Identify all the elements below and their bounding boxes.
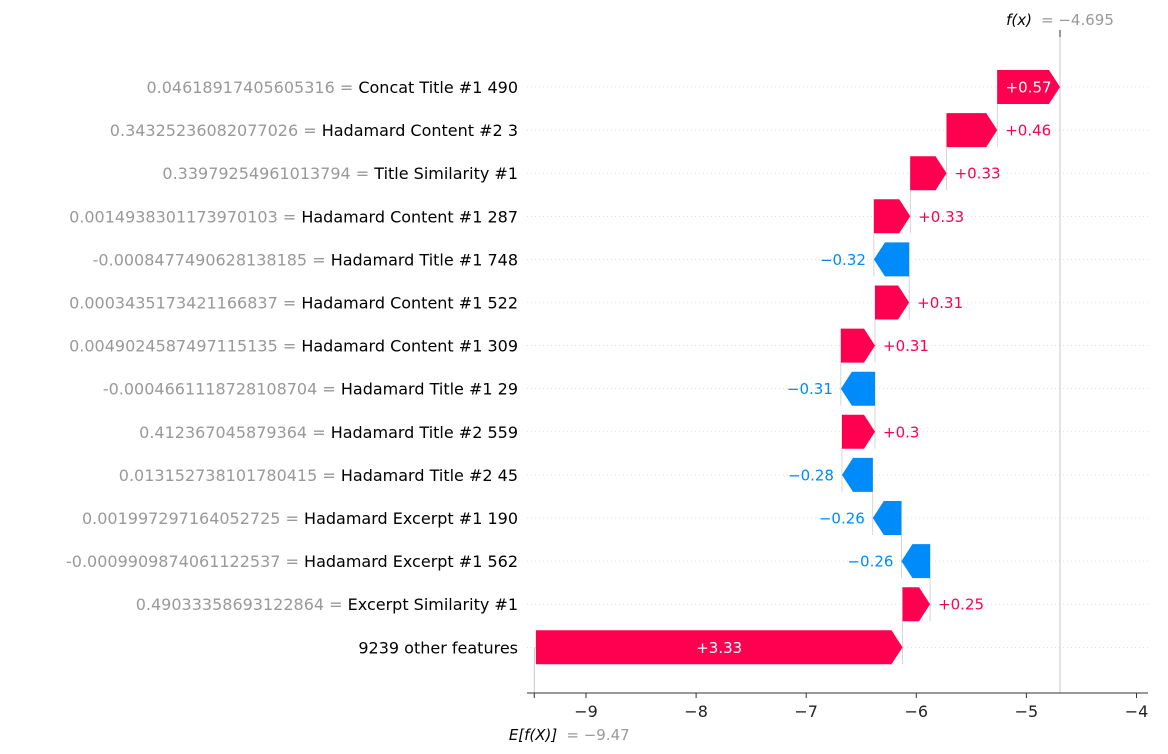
bar-value-label: −0.32 [820,251,866,269]
waterfall-bar [902,587,931,622]
feature-name: Title Similarity #1 [373,164,518,183]
feature-name: Hadamard Title #2 559 [331,423,518,442]
feature-name: Hadamard Content #1 309 [301,337,518,356]
waterfall-bar [910,156,947,191]
feature-name: Hadamard Title #2 45 [341,466,518,485]
waterfall-bar [875,285,910,320]
bar-value-label: +0.33 [955,165,1001,183]
feature-value: -0.0008477490628138185 = [93,250,331,269]
waterfall-bar [841,457,873,492]
waterfall-bar [946,113,998,148]
output-value-label: = −4.695 [1041,11,1114,29]
bar-value-label: +3.33 [696,639,742,657]
feature-value: 0.0003435173421166837 = [69,294,301,313]
output-value-prefix: f(x) [1006,11,1032,29]
waterfall-bar [840,328,876,363]
feature-label: 0.0049024587497115135 = Hadamard Content… [69,337,518,356]
bar-value-label: −0.31 [787,380,833,398]
feature-name: Excerpt Similarity #1 [348,595,518,614]
bar-value-label: −0.26 [819,510,865,528]
x-tick-label: −8 [684,702,708,721]
waterfall-bar [840,371,876,406]
base-value-label: = −9.47 [566,726,629,744]
feature-value: 0.0014938301173970103 = [69,207,301,226]
feature-label: 0.0014938301173970103 = Hadamard Content… [69,207,518,226]
base-value-annotation: E[f(X)] = −9.47 [509,725,630,744]
waterfall-bar [997,70,1060,104]
feature-label: -0.0004661118728108704 = Hadamard Title … [103,380,518,399]
feature-value: 0.34325236082077026 = [110,121,322,140]
feature-name: Hadamard Content #1 287 [301,207,518,226]
feature-value: -0.0004661118728108704 = [103,380,341,399]
feature-label: 9239 other features [358,638,518,657]
bar-value-label: −0.28 [788,466,834,484]
bar-value-label: +0.33 [918,208,964,226]
bar-value-label: +0.31 [917,294,963,312]
feature-labels: 0.04618917405605316 = Concat Title #1 49… [66,78,518,657]
waterfall-bar [873,199,911,234]
x-tick-label: −4 [1125,702,1149,721]
feature-name: Hadamard Excerpt #1 190 [304,509,518,528]
feature-value: 0.0049024587497115135 = [69,337,301,356]
feature-label: -0.0008477490628138185 = Hadamard Title … [93,250,518,269]
feature-label: 0.013152738101780415 = Hadamard Title #2… [119,466,518,485]
bar-value-label: +0.46 [1005,122,1051,140]
bar-value-label: +0.57 [1006,79,1052,97]
feature-label: 0.49033358693122864 = Excerpt Similarity… [136,595,518,614]
row-gridlines [527,86,1148,648]
waterfall-bar [535,630,903,665]
feature-name: Hadamard Excerpt #1 562 [304,552,518,571]
feature-value: 0.33979254961013794 = [162,164,374,183]
feature-value: 0.412367045879364 = [139,423,331,442]
bar-value-label: +0.25 [938,596,984,614]
feature-label: 0.34325236082077026 = Hadamard Content #… [110,121,518,140]
feature-name: Hadamard Content #2 3 [322,121,518,140]
bars: +0.57 +0.46 +0.33 +0.33 −0.32 +0.31 +0.31 −0.31… [535,70,1060,665]
bar-value-label: −0.26 [847,553,893,571]
feature-value: 0.04618917405605316 = [146,78,358,97]
x-axis: −9 −8 −7 −6 −5 −4 [527,30,1148,721]
waterfall-bar [841,414,876,449]
x-tick-label: −6 [905,702,929,721]
base-value-prefix: E[f(X)] [509,726,558,744]
feature-name: 9239 other features [358,638,518,657]
waterfall-bar [873,242,910,277]
feature-name: Hadamard Title #1 748 [331,250,518,269]
feature-value: 0.013152738101780415 = [119,466,341,485]
x-tick-label: −9 [574,702,598,721]
x-tick-label: −5 [1015,702,1039,721]
feature-label: 0.001997297164052725 = Hadamard Excerpt … [82,509,518,528]
feature-label: 0.0003435173421166837 = Hadamard Content… [69,294,518,313]
feature-name: Hadamard Content #1 522 [301,294,518,313]
annotations: f(x) = −4.695 E[f(X)] = −9.47 [509,10,1114,744]
feature-label: 0.412367045879364 = Hadamard Title #2 55… [139,423,518,442]
feature-label: 0.33979254961013794 = Title Similarity #… [162,164,518,183]
feature-value: 0.001997297164052725 = [82,509,304,528]
feature-label: 0.04618917405605316 = Concat Title #1 49… [146,78,518,97]
feature-value: -0.0009909874061122537 = [66,552,304,571]
bar-value-label: +0.31 [883,337,929,355]
waterfall-bar [872,501,902,535]
feature-label: -0.0009909874061122537 = Hadamard Excerp… [66,552,518,571]
x-tick-label: −7 [794,702,818,721]
feature-name: Hadamard Title #1 29 [341,380,518,399]
feature-name: Concat Title #1 490 [358,78,518,97]
bar-value-label: +0.3 [883,423,919,441]
feature-value: 0.49033358693122864 = [136,595,348,614]
output-value-annotation: f(x) = −4.695 [1006,10,1114,29]
waterfall-bar [901,544,931,579]
